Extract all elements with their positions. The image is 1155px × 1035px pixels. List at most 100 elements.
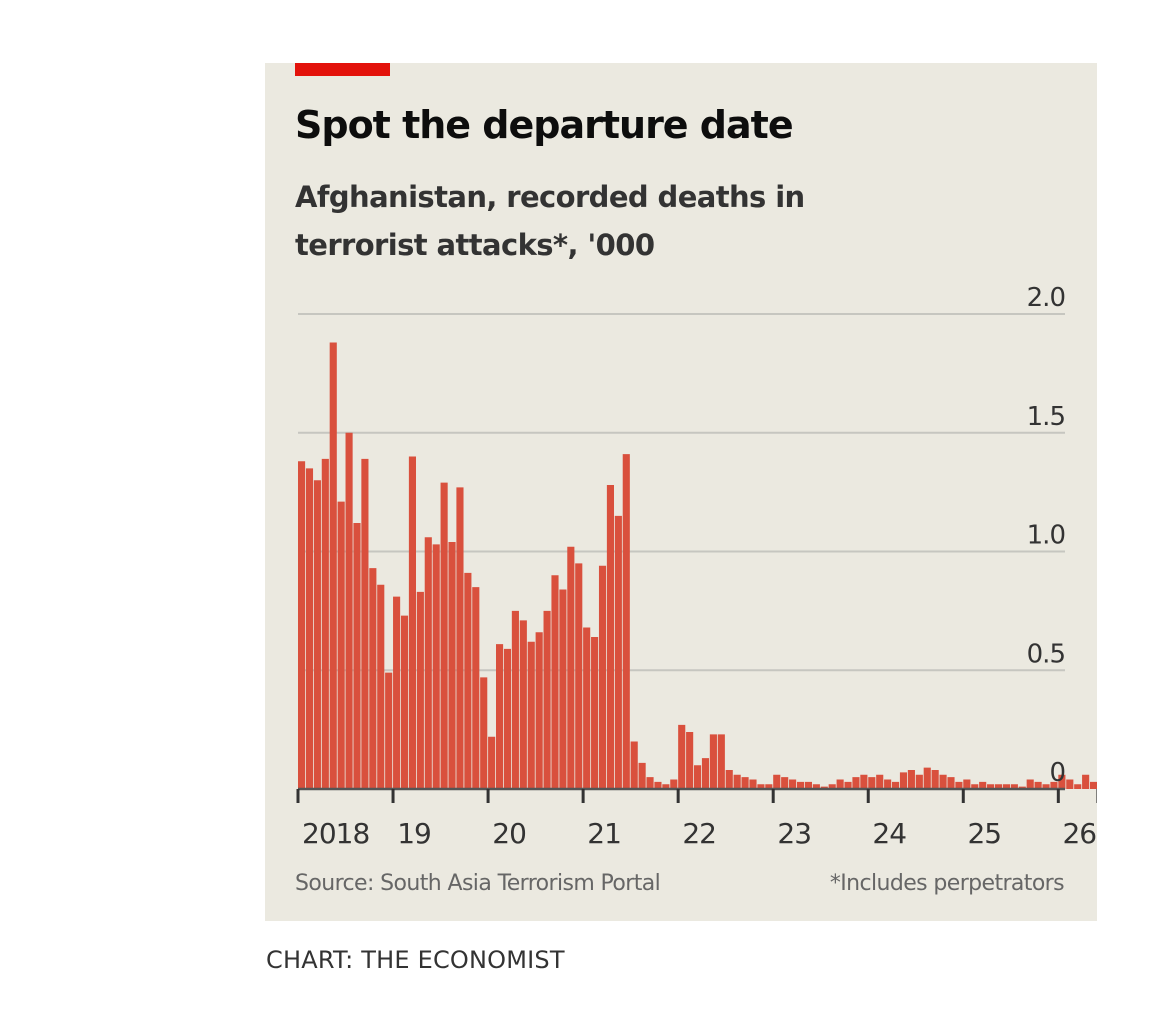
bar [622,454,630,789]
bar [733,774,741,789]
bar [337,501,345,789]
bar [1010,784,1018,789]
bar [1066,779,1074,789]
chart-title: Spot the departure date [295,103,794,147]
bar [400,615,409,789]
bar [670,779,678,789]
x-tick-label: 24 [872,817,906,850]
bar [527,641,535,789]
bar [488,736,496,789]
bar [606,485,614,789]
bar [899,772,908,789]
x-axis [296,787,1097,803]
y-tick-label: 0 [1049,758,1065,788]
bar [860,774,868,789]
bar [828,784,836,789]
bar [1026,779,1034,789]
bar [519,620,527,789]
brand-tag [295,63,390,76]
bar [884,779,892,789]
bar [614,515,622,789]
bar [559,589,567,789]
bar [1042,784,1050,789]
x-tick-label: 2018 [302,817,369,850]
bar [654,781,662,789]
bar [765,784,773,789]
bar [812,784,820,789]
bar [345,432,353,789]
bar [749,779,757,789]
x-tick-label: 20 [492,817,526,850]
x-axis-labels: 2018 19 20 21 22 23 24 25 26 [302,817,1097,850]
bar [868,777,876,789]
y-tick-label: 2.0 [1027,283,1065,313]
bar [480,677,488,789]
bar [575,563,583,789]
bar [1050,781,1058,789]
bar [907,770,915,789]
bar [298,461,306,789]
bar [551,575,559,789]
bar [408,456,416,789]
chart-subtitle: Afghanistan, recorded deaths in terroris… [295,180,805,262]
bar [781,777,789,789]
bar [432,544,440,789]
bar [686,732,694,789]
bar [416,591,424,789]
bar [464,572,472,789]
bar [757,784,765,789]
bar [836,779,844,789]
bar [725,770,733,789]
bar [796,781,805,789]
bar [511,610,519,789]
bar [963,779,971,789]
bar [923,767,931,789]
bar [329,342,337,789]
bars [298,342,1097,789]
bar [1074,784,1082,789]
bar [361,458,369,789]
bar [448,542,456,789]
bar [789,779,797,789]
bar [701,758,710,789]
bar [1058,774,1066,789]
y-tick-label: 1.0 [1027,521,1065,551]
bar [1002,784,1010,789]
bar [709,734,717,789]
bar [583,627,591,789]
bar [472,587,480,789]
bar [844,781,852,789]
bar [892,781,900,789]
bar [804,781,812,789]
bar [931,770,939,789]
bar [456,487,464,789]
bar [503,648,512,789]
bar [638,762,646,789]
bar [979,781,987,789]
bar [377,584,385,789]
bar [987,784,995,789]
bar [741,777,749,789]
bar [313,480,321,789]
footnote: *Includes perpetrators [829,871,1065,896]
bar [424,537,432,789]
bar [773,774,781,789]
bar [440,482,448,789]
x-tick-label: 19 [397,817,431,850]
x-tick-label: 22 [682,817,716,850]
bar [939,774,947,789]
chart-card: Spot the departure date Afghanistan, rec… [265,63,1097,921]
bar [955,781,963,789]
x-tick-label: 23 [777,817,811,850]
bar [717,734,725,789]
y-tick-label: 0.5 [1027,639,1065,669]
y-tick-label: 1.5 [1027,402,1065,432]
bar [305,468,314,789]
bar [393,596,401,789]
x-tick-label: 21 [587,817,621,850]
bar [1034,781,1042,789]
bar [1082,774,1090,789]
source-note: Source: South Asia Terrorism Portal [295,871,661,896]
chart-credit: CHART: THE ECONOMIST [266,946,565,974]
bar [496,644,504,789]
